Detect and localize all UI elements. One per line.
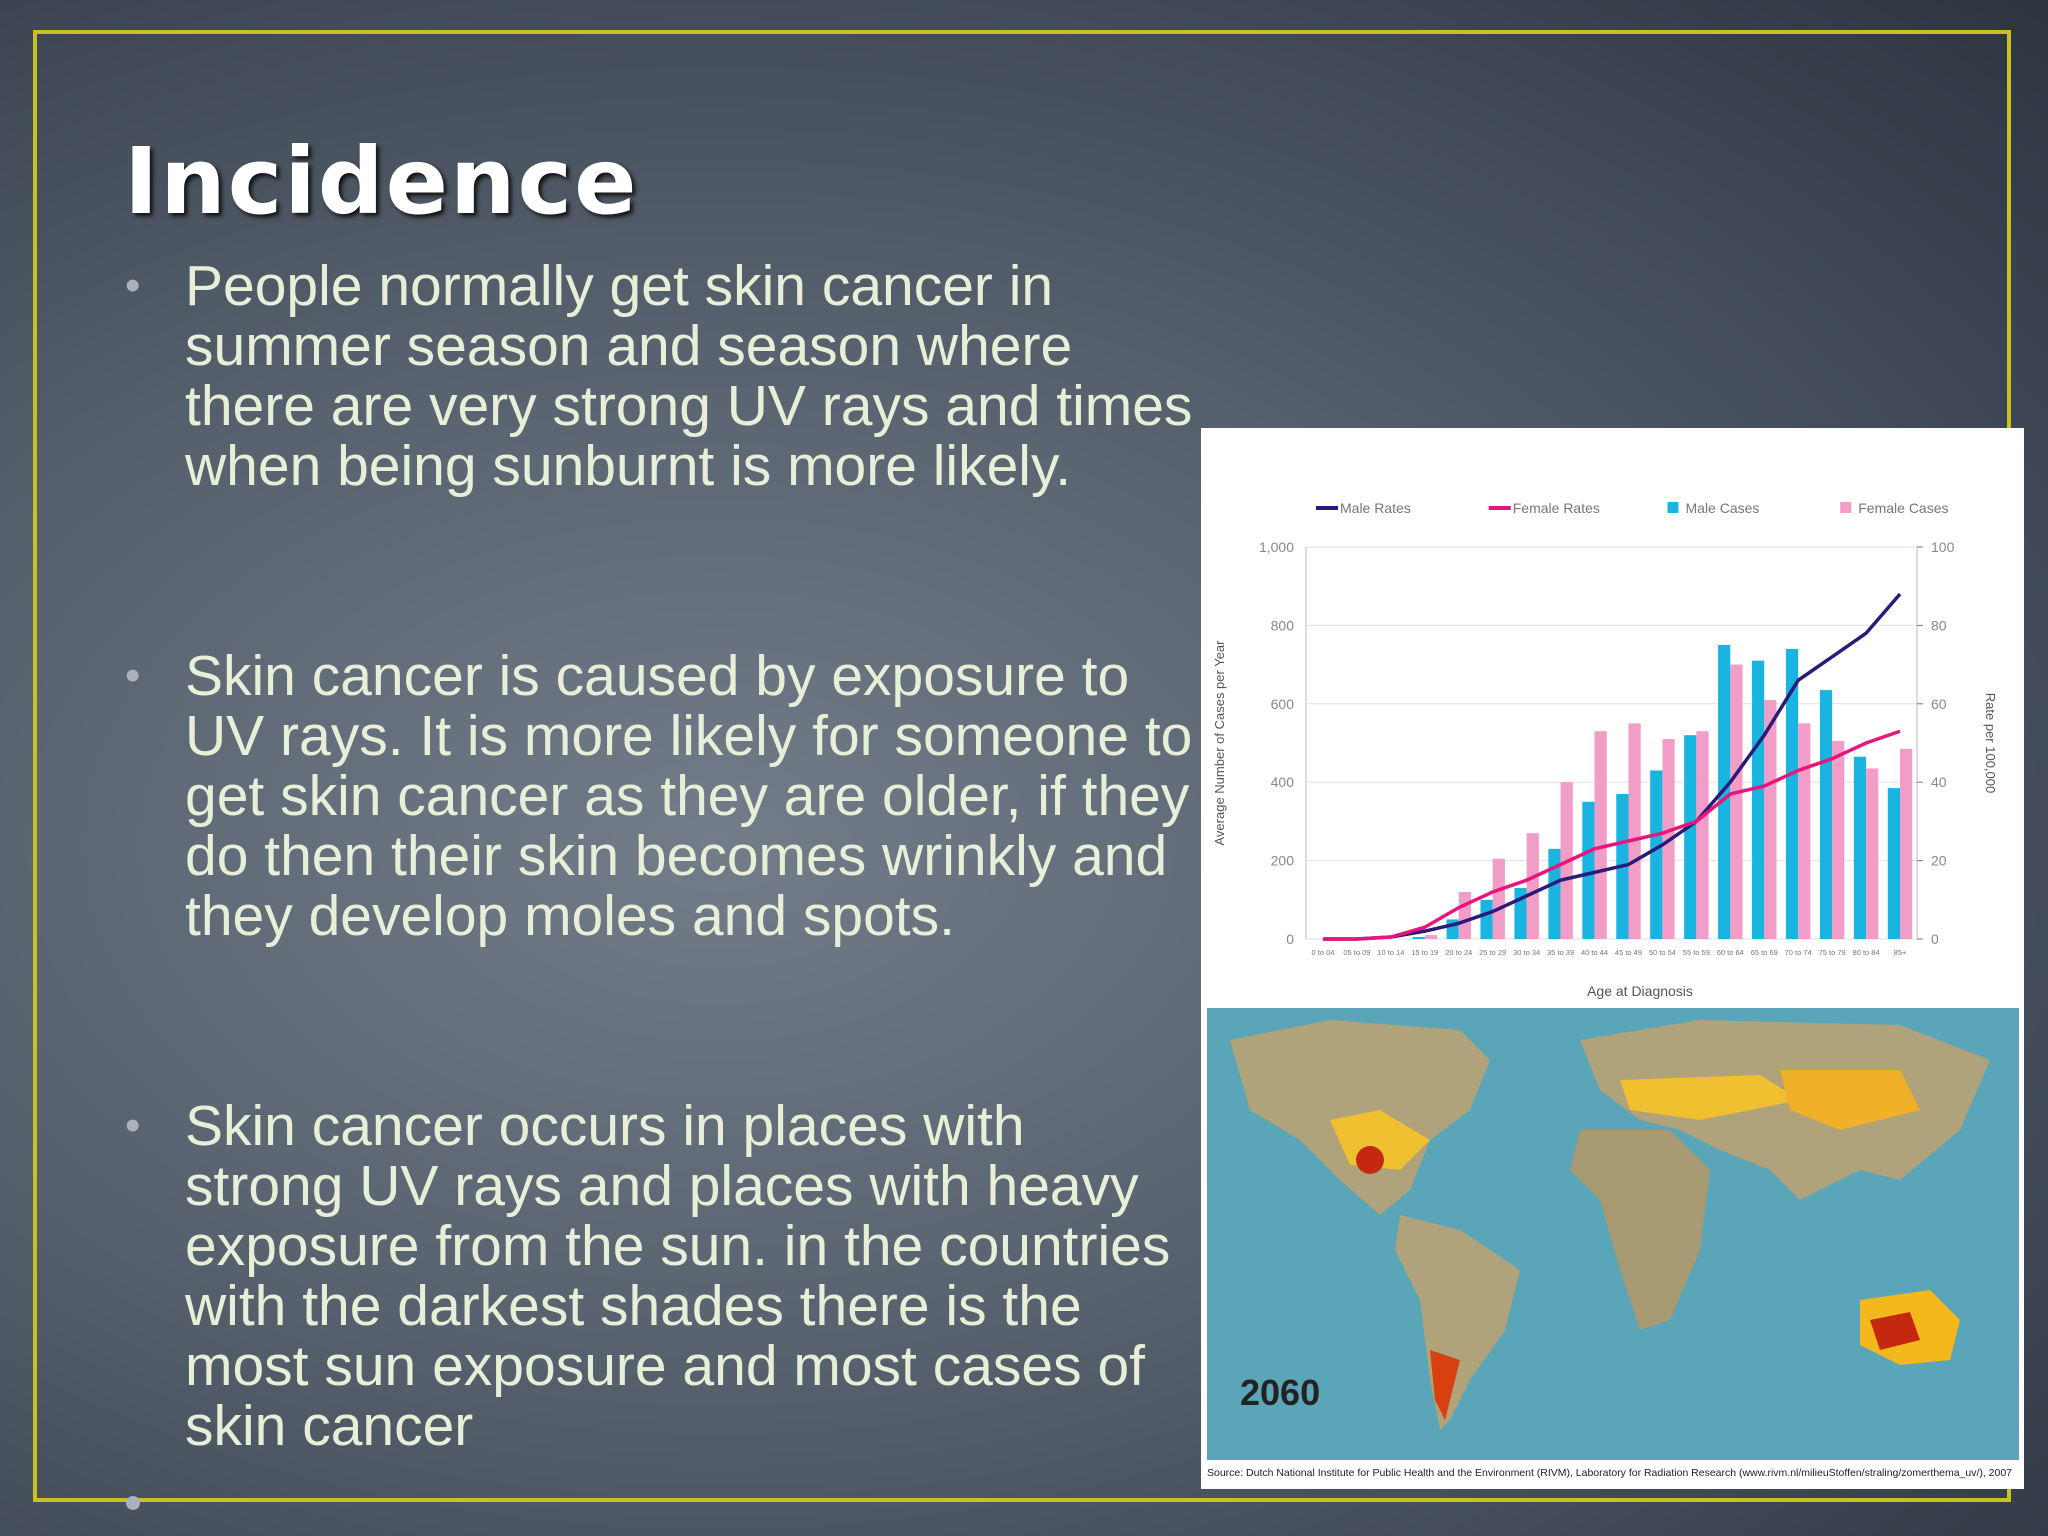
x-tick-label: 0 to 04: [1312, 948, 1335, 957]
bar: [1458, 891, 1471, 939]
bar: [1832, 741, 1845, 939]
land-warm: [1330, 1110, 1430, 1170]
y-tick-label: 200: [1271, 853, 1295, 869]
bullet-item: • Skin cancer occurs in places with stron…: [125, 1094, 1195, 1458]
bar: [1526, 833, 1539, 939]
y-tick-label: 0: [1286, 931, 1294, 947]
y-tick-label: 400: [1271, 774, 1295, 790]
bar: [1866, 768, 1879, 939]
bullet-dot: •: [125, 261, 141, 310]
legend-label: Male Rates: [1340, 500, 1411, 516]
bar: [1594, 731, 1607, 939]
bar: [1628, 723, 1641, 939]
x-tick-label: 20 to 24: [1445, 948, 1472, 957]
y2-axis-title: Rate per 100,000: [1983, 693, 1998, 793]
legend-swatch: [1840, 502, 1852, 513]
bar: [1684, 735, 1697, 939]
bullet-dot: [126, 1496, 140, 1510]
bar: [1696, 731, 1709, 939]
bullet-item: • Skin cancer is caused by exposure to UV…: [125, 644, 1195, 948]
map-source: Source: Dutch National Institute for Pub…: [1207, 1467, 2012, 1479]
bar: [1798, 723, 1811, 939]
world-map: 2060: [1207, 1008, 2019, 1460]
land-hot: [1430, 1350, 1460, 1420]
y2-tick-label: 100: [1931, 539, 1955, 555]
bar: [1480, 899, 1493, 939]
bar: [1730, 664, 1743, 939]
x-tick-label: 85+: [1894, 948, 1907, 957]
land: [1580, 1020, 1990, 1200]
x-tick-label: 50 to 54: [1649, 948, 1676, 957]
x-tick-label: 75 to 79: [1819, 948, 1846, 957]
bar: [1412, 937, 1425, 939]
legend-label: Male Cases: [1686, 500, 1760, 516]
bar: [1764, 699, 1777, 939]
x-tick-label: 25 to 29: [1479, 948, 1506, 957]
bullet-item: • People normally get skin cancer in summ…: [125, 254, 1195, 498]
bar: [1492, 858, 1505, 939]
slide-title: Incidence: [124, 128, 639, 235]
y2-tick-label: 0: [1931, 931, 1939, 947]
line: [1322, 729, 1901, 941]
y2-tick-label: 60: [1931, 696, 1947, 712]
land-warm: [1620, 1075, 1800, 1120]
bar: [1785, 648, 1799, 939]
bar: [1582, 801, 1595, 939]
land: [1395, 1215, 1520, 1430]
bar: [1853, 756, 1867, 939]
x-tick-label: 70 to 74: [1785, 948, 1812, 957]
y-tick-label: 800: [1271, 617, 1295, 633]
land: [1570, 1130, 1710, 1330]
bar: [1718, 645, 1731, 939]
bullet-dot: •: [125, 1101, 141, 1150]
bullet-text: People normally get skin cancer in summe…: [185, 254, 1193, 498]
line: [1322, 592, 1902, 941]
x-tick-label: 40 to 44: [1581, 948, 1608, 957]
x-tick-label: 55 to 59: [1683, 948, 1710, 957]
bar: [1900, 748, 1913, 939]
bar: [1548, 848, 1561, 939]
y2-tick-label: 80: [1931, 617, 1947, 633]
y2-tick-label: 20: [1931, 853, 1947, 869]
x-tick-label: 65 to 69: [1751, 948, 1778, 957]
x-tick-label: 05 to 09: [1343, 948, 1370, 957]
x-axis-title: Age at Diagnosis: [1587, 983, 1693, 999]
x-tick-label: 45 to 49: [1615, 948, 1642, 957]
bar: [1424, 935, 1438, 939]
y-tick-label: 1,000: [1259, 539, 1294, 555]
bullet-dot: •: [125, 651, 141, 700]
map-year: 2060: [1240, 1372, 1320, 1413]
x-tick-label: 10 to 14: [1377, 948, 1404, 957]
land-warm: [1780, 1070, 1920, 1130]
legend-label: Female Rates: [1513, 500, 1600, 516]
legend-label: Female Cases: [1858, 500, 1948, 516]
y-axis-title: Average Number of Cases per Year: [1212, 640, 1227, 846]
bar: [1887, 788, 1901, 939]
bullet-text: Skin cancer is caused by exposure to UV …: [185, 644, 1193, 948]
x-tick-label: 30 to 34: [1513, 948, 1540, 957]
legend-swatch: [1667, 502, 1679, 513]
x-tick-label: 80 to 84: [1853, 948, 1880, 957]
bar: [1819, 690, 1833, 939]
bullet-text: Skin cancer occurs in places with strong…: [185, 1094, 1171, 1458]
x-tick-label: 15 to 19: [1411, 948, 1438, 957]
y2-tick-label: 40: [1931, 774, 1947, 790]
x-tick-label: 35 to 39: [1547, 948, 1574, 957]
bar: [1752, 660, 1765, 939]
land-hot: [1870, 1312, 1920, 1350]
x-tick-label: 60 to 64: [1717, 948, 1744, 957]
y-tick-label: 600: [1271, 696, 1295, 712]
bar: [1650, 770, 1663, 939]
land-hot: [1356, 1146, 1384, 1174]
